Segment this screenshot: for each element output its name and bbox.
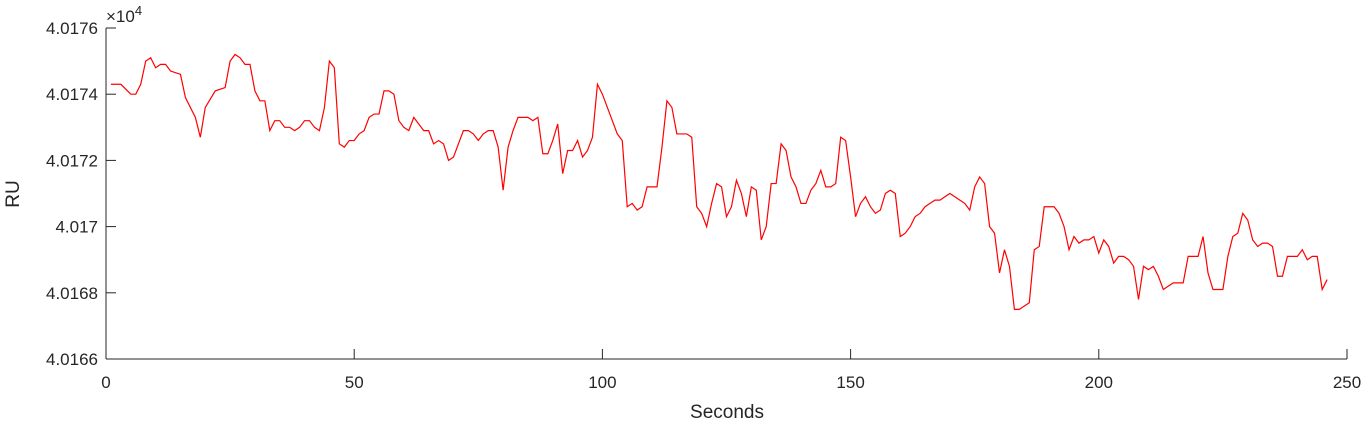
x-tick-label: 50 (345, 373, 364, 392)
x-tick-label: 250 (1333, 373, 1361, 392)
axes (105, 28, 1347, 360)
y-tick-label: 4.0176 (46, 19, 98, 38)
x-tick-label: 200 (1085, 373, 1113, 392)
x-ticks: 0 50 100 150 200 250 (101, 349, 1361, 392)
series-line (110, 53, 1328, 310)
y-tick-label: 4.0168 (46, 284, 98, 303)
y-axis-exponent: ×104 (106, 3, 142, 26)
y-axis-label: RU (3, 180, 24, 207)
x-tick-label: 0 (101, 373, 110, 392)
plot-area (110, 53, 1328, 310)
y-tick-label: 4.0166 (46, 350, 98, 369)
x-tick-label: 100 (588, 373, 616, 392)
y-tick-label: 4.017 (55, 218, 98, 237)
exponent-base: ×10 (106, 7, 135, 26)
y-tick-label: 4.0172 (46, 151, 98, 170)
x-axis-label: Seconds (690, 402, 764, 423)
exponent-power: 4 (135, 3, 142, 18)
y-tick-label: 4.0174 (46, 85, 98, 104)
y-ticks: 4.0166 4.0168 4.017 4.0172 4.0174 4.0176 (46, 19, 116, 369)
x-tick-label: 150 (836, 373, 864, 392)
